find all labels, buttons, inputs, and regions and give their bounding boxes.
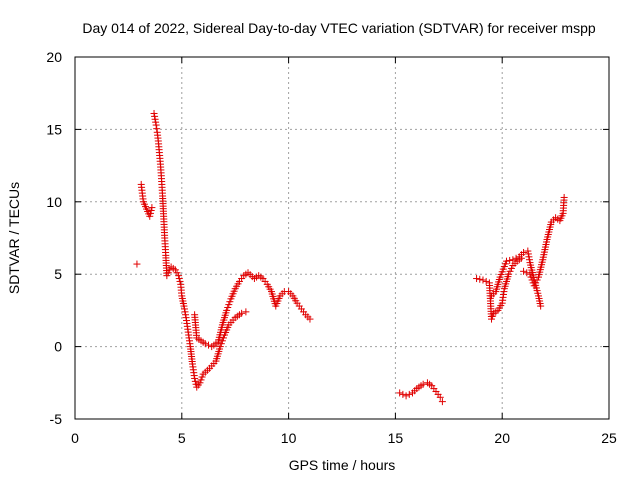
x-tick-label: 5: [178, 430, 186, 446]
x-tick-label: 10: [281, 430, 297, 446]
data-point: [482, 277, 490, 285]
data-point: [216, 343, 224, 351]
data-point: [527, 273, 535, 281]
data-point: [509, 256, 517, 264]
data-point: [438, 398, 446, 406]
data-point: [180, 302, 188, 310]
data-point: [520, 248, 528, 256]
data-point: [530, 282, 538, 290]
data-point: [506, 256, 514, 264]
tick-labels: 0 5 10 15 20 25 -5 0 5 10 15 20: [46, 49, 617, 446]
data-point: [175, 272, 183, 280]
data-point: [191, 377, 199, 385]
data-point: [502, 257, 510, 265]
data-point: [306, 315, 314, 323]
data-point: [525, 256, 533, 264]
data-point: [175, 275, 183, 283]
data-point: [226, 298, 234, 306]
data-point: [537, 302, 545, 310]
data-point: [396, 389, 404, 397]
data-point: [150, 109, 158, 117]
data-point: [525, 253, 533, 261]
data-point: [523, 269, 531, 277]
data-point: [151, 112, 159, 120]
y-tick-label: -5: [50, 411, 63, 427]
data-point: [524, 250, 532, 258]
y-tick-label: 15: [46, 121, 62, 137]
data-point: [152, 121, 160, 129]
y-tick-label: 5: [54, 266, 62, 282]
data-point: [436, 393, 444, 401]
data-point: [489, 312, 497, 320]
data-point: [419, 380, 427, 388]
data-point: [180, 305, 188, 313]
data-point: [505, 270, 513, 278]
data-point: [171, 266, 179, 274]
y-tick-label: 10: [46, 194, 62, 210]
x-axis-label: GPS time / hours: [289, 457, 396, 473]
y-tick-label: 20: [46, 49, 62, 65]
data-point: [488, 315, 496, 323]
y-tick-label: 0: [54, 339, 62, 355]
data-point: [198, 373, 206, 381]
data-point: [151, 115, 159, 123]
data-point: [197, 376, 205, 384]
data-point: [163, 272, 171, 280]
data-point: [479, 276, 487, 284]
data-point: [133, 260, 141, 268]
data-point: [524, 247, 532, 255]
data-point: [526, 270, 534, 278]
data-point: [399, 390, 407, 398]
data-point: [146, 209, 154, 217]
data-point: [506, 267, 514, 275]
data-point: [147, 206, 155, 214]
data-point: [153, 125, 161, 133]
data-point: [520, 267, 528, 275]
data-markers: [133, 109, 568, 406]
y-axis-label: SDTVAR / TECUs: [6, 182, 22, 294]
data-point: [242, 308, 250, 316]
data-point: [560, 193, 568, 201]
data-point: [146, 212, 154, 220]
x-tick-label: 20: [494, 430, 510, 446]
data-point: [196, 379, 204, 387]
x-tick-label: 15: [388, 430, 404, 446]
data-point: [532, 279, 540, 287]
data-point: [512, 254, 520, 262]
data-point: [402, 392, 410, 400]
data-point: [176, 277, 184, 285]
data-point: [182, 311, 190, 319]
data-point: [223, 306, 231, 314]
data-point: [201, 340, 209, 348]
data-point: [181, 308, 189, 316]
data-point: [164, 269, 172, 277]
data-point: [473, 275, 481, 283]
x-tick-label: 25: [601, 430, 617, 446]
data-point: [533, 276, 541, 284]
data-point: [219, 334, 227, 342]
data-point: [507, 264, 515, 272]
data-point: [148, 204, 156, 212]
data-point: [225, 301, 233, 309]
data-point: [224, 304, 232, 312]
data-point: [218, 337, 226, 345]
data-point: [476, 275, 484, 283]
data-point: [173, 269, 181, 277]
axis-ticks: [74, 56, 610, 420]
plot-frame: [74, 56, 610, 420]
grid-lines: [75, 57, 609, 419]
data-point: [405, 390, 413, 398]
data-point: [191, 374, 199, 382]
data-point: [152, 118, 160, 126]
x-tick-label: 0: [71, 430, 79, 446]
data-point: [238, 309, 246, 317]
chart-title: Day 014 of 2022, Sidereal Day-to-day VTE…: [82, 20, 595, 36]
